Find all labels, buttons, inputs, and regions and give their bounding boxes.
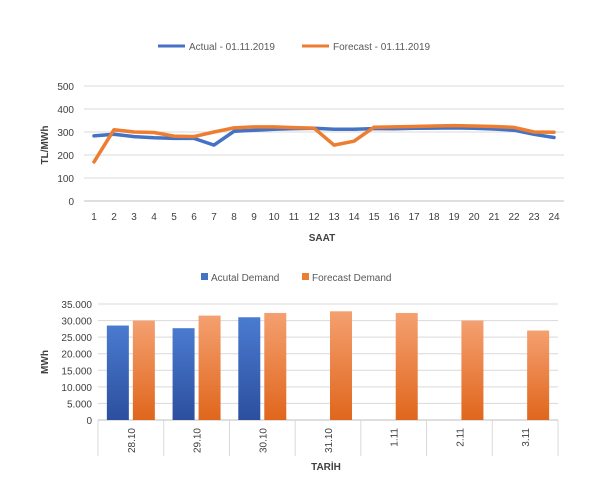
bar-y-tick-label: 0 — [86, 416, 92, 427]
price-line-chart: Actual - 01.11.2019 Forecast - 01.11.201… — [40, 42, 564, 244]
bar-chart-y-ticks: 0 5.000 10.000 15.000 20.000 25.000 30.000 35.0… — [61, 300, 92, 427]
line-y-tick-label: 300 — [57, 128, 74, 139]
forecast-demand-bar — [132, 320, 155, 420]
legend-actual-label: Actual - 01.11.2019 — [189, 42, 275, 53]
demand-bar-chart: Acutal Demand Forecast Demand 0 5.000 10.0… — [40, 273, 559, 473]
bar-chart-x-ticks: 28.10 29.10 30.10 31.10 1.11 2.11 3.11 — [97, 420, 559, 456]
bar-x-tick-label: 31.10 — [324, 428, 335, 453]
line-chart-series — [92, 123, 556, 164]
line-chart-x-title: SAAT — [309, 233, 335, 244]
forecast-demand-bar — [527, 330, 550, 420]
line-y-tick-label: 100 — [57, 174, 74, 185]
forecast-demand-bar — [461, 320, 484, 420]
bar-y-tick-label: 10.000 — [61, 383, 92, 394]
bar-y-tick-label: 35.000 — [61, 300, 92, 311]
bar-y-tick-label: 20.000 — [61, 350, 92, 361]
actual-demand-bar — [172, 328, 195, 420]
line-x-tick-label: 17 — [408, 212, 420, 223]
line-x-tick-label: 20 — [468, 212, 480, 223]
line-x-tick-label: 9 — [251, 212, 257, 223]
line-chart-x-ticks: 1 2 3 4 5 6 7 8 9 10 11 12 13 14 15 16 17 18 19 20 21 22 23 24 — [91, 212, 560, 223]
bar-chart-x-title: TARİH — [311, 460, 341, 473]
forecast-demand-bar — [330, 311, 352, 420]
forecast-demand-bar — [264, 312, 287, 420]
bar-y-tick-label: 25.000 — [61, 333, 92, 344]
bar-x-tick-label: 3.11 — [521, 428, 532, 447]
bar-chart-legend: Acutal Demand Forecast Demand — [201, 273, 391, 284]
line-x-tick-label: 14 — [348, 212, 360, 223]
bar-x-tick-label: 29.10 — [193, 428, 204, 453]
legend-forecast-label: Forecast - 01.11.2019 — [333, 42, 431, 53]
line-x-tick-label: 16 — [388, 212, 400, 223]
line-y-tick-label: 200 — [57, 151, 74, 162]
bar-x-tick-label: 2.11 — [455, 428, 466, 447]
line-x-tick-label: 13 — [328, 212, 340, 223]
bar-y-tick-label: 5.000 — [67, 399, 92, 410]
line-x-tick-label: 24 — [548, 212, 560, 223]
legend-forecast-demand-label: Forecast Demand — [312, 273, 391, 284]
line-y-tick-label: 0 — [68, 197, 74, 208]
line-x-tick-label: 3 — [131, 212, 137, 223]
line-x-tick-label: 8 — [231, 212, 237, 223]
actual-price-line — [92, 126, 556, 147]
line-x-tick-label: 15 — [368, 212, 380, 223]
forecast-price-line — [92, 123, 556, 164]
line-x-tick-label: 6 — [191, 212, 197, 223]
line-chart-gridlines — [84, 85, 564, 202]
line-x-tick-label: 21 — [488, 212, 500, 223]
line-x-tick-label: 12 — [308, 212, 320, 223]
line-x-tick-label: 2 — [111, 212, 117, 223]
line-x-tick-label: 22 — [508, 212, 520, 223]
line-x-tick-label: 1 — [91, 212, 97, 223]
bar-chart-y-title: MWh — [40, 350, 51, 374]
line-x-tick-label: 18 — [428, 212, 440, 223]
line-x-tick-label: 7 — [211, 212, 217, 223]
line-y-tick-label: 500 — [57, 82, 74, 93]
bar-chart-bars — [106, 311, 550, 420]
line-x-tick-label: 11 — [289, 212, 300, 223]
line-chart-legend: Actual - 01.11.2019 Forecast - 01.11.201… — [158, 42, 431, 53]
legend-forecast-demand-swatch — [302, 273, 309, 280]
line-y-tick-label: 400 — [57, 105, 74, 116]
line-x-tick-label: 23 — [528, 212, 540, 223]
legend-actual-demand-swatch — [201, 273, 208, 280]
line-x-tick-label: 5 — [171, 212, 177, 223]
bar-x-tick-label: 1.11 — [390, 428, 401, 447]
bar-chart-gridlines — [98, 303, 558, 421]
line-chart-y-title: TL/MWh — [40, 126, 51, 165]
forecast-demand-bar — [395, 312, 418, 420]
line-x-tick-label: 10 — [268, 212, 280, 223]
bar-y-tick-label: 30.000 — [61, 317, 92, 328]
actual-demand-bar — [106, 325, 129, 420]
bar-y-tick-label: 15.000 — [61, 366, 92, 377]
legend-actual-demand-label: Acutal Demand — [211, 273, 279, 284]
bar-x-tick-label: 28.10 — [127, 428, 138, 453]
actual-demand-bar — [238, 317, 261, 420]
bar-x-tick-label: 30.10 — [258, 428, 269, 453]
forecast-demand-bar — [198, 315, 221, 420]
line-x-tick-label: 19 — [448, 212, 460, 223]
line-x-tick-label: 4 — [151, 212, 157, 223]
line-chart-y-ticks: 0 100 200 300 400 500 — [57, 82, 74, 208]
